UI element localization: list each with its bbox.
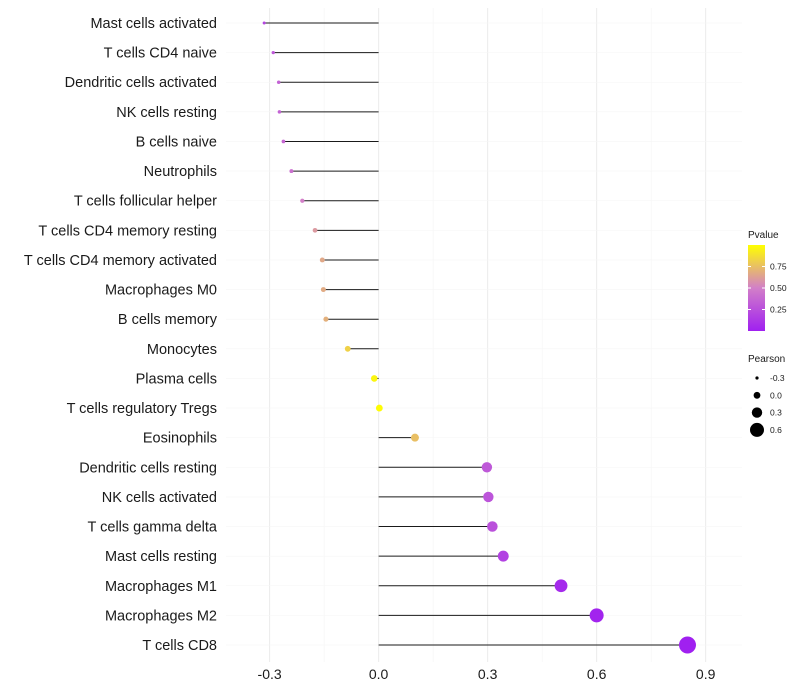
x-tick-label: 0.3 bbox=[478, 666, 498, 682]
category-label: Eosinophils bbox=[143, 431, 217, 447]
category-label: Mast cells activated bbox=[90, 16, 217, 32]
pvalue-colorbar bbox=[748, 245, 765, 331]
data-point bbox=[481, 462, 493, 473]
pearson-legend-dot bbox=[751, 407, 763, 418]
data-point bbox=[678, 636, 696, 654]
pearson-legend-dot bbox=[750, 422, 764, 437]
category-label: T cells regulatory Tregs bbox=[67, 401, 217, 417]
category-label: Dendritic cells activated bbox=[65, 75, 217, 91]
data-point bbox=[375, 404, 383, 412]
category-label: Dendritic cells resting bbox=[79, 460, 217, 476]
x-tick-label: -0.3 bbox=[258, 666, 282, 682]
pearson-legend-label: 0.6 bbox=[770, 425, 782, 435]
data-point bbox=[262, 21, 266, 25]
category-label: Mast cells resting bbox=[105, 549, 217, 565]
data-point bbox=[497, 550, 509, 562]
data-point bbox=[289, 169, 294, 174]
data-point bbox=[276, 80, 281, 84]
category-label: Monocytes bbox=[147, 342, 217, 358]
grid-lines bbox=[226, 8, 742, 662]
pearson-legend-dot bbox=[755, 376, 759, 380]
data-point bbox=[323, 316, 329, 322]
pearson-legend-label: -0.3 bbox=[770, 373, 785, 383]
pearson-legend-label: 0.0 bbox=[770, 390, 782, 400]
data-point bbox=[344, 345, 351, 352]
data-point bbox=[589, 608, 604, 623]
lollipop-stems bbox=[264, 22, 688, 646]
pearson-legend-label: 0.3 bbox=[770, 408, 782, 418]
data-point bbox=[410, 433, 419, 442]
pvalue-legend-label: 0.50 bbox=[770, 283, 787, 293]
x-tick-label: 0.9 bbox=[696, 666, 716, 682]
data-point bbox=[320, 287, 326, 293]
category-label: T cells gamma delta bbox=[88, 520, 218, 536]
pvalue-legend: Pvalue 0.75 0.50 0.25 bbox=[748, 230, 787, 331]
x-tick-label: 0.0 bbox=[369, 666, 389, 682]
category-label: Macrophages M1 bbox=[105, 579, 217, 595]
pvalue-legend-label: 0.75 bbox=[770, 262, 787, 272]
pvalue-legend-ticks: 0.75 0.50 0.25 bbox=[748, 262, 787, 315]
category-label: Neutrophils bbox=[144, 164, 217, 180]
lollipop-points bbox=[262, 21, 696, 654]
data-point bbox=[483, 491, 494, 503]
data-point bbox=[281, 139, 286, 144]
y-axis-labels: Mast cells activated T cells CD4 naive Den… bbox=[24, 16, 218, 654]
data-point bbox=[312, 227, 318, 233]
pearson-legend-keys: -0.3 0.0 0.3 0.6 bbox=[750, 373, 785, 437]
data-point bbox=[370, 375, 378, 382]
x-tick-label: 0.6 bbox=[587, 666, 607, 682]
category-label: NK cells resting bbox=[116, 105, 217, 121]
data-point bbox=[271, 50, 275, 55]
category-label: T cells CD8 bbox=[142, 638, 217, 654]
category-label: T cells CD4 memory activated bbox=[24, 253, 217, 269]
pvalue-legend-label: 0.25 bbox=[770, 305, 787, 315]
pvalue-legend-title: Pvalue bbox=[748, 230, 779, 241]
data-point bbox=[300, 198, 305, 203]
category-label: T cells CD4 memory resting bbox=[38, 223, 217, 239]
pearson-legend-dot bbox=[753, 391, 761, 399]
category-label: Macrophages M0 bbox=[105, 283, 217, 299]
category-label: T cells follicular helper bbox=[74, 194, 217, 210]
category-label: Macrophages M2 bbox=[105, 608, 217, 624]
category-label: B cells naive bbox=[136, 134, 217, 150]
category-label: Plasma cells bbox=[136, 371, 217, 387]
pearson-legend-title: Pearson bbox=[748, 354, 785, 365]
category-label: T cells CD4 naive bbox=[104, 46, 217, 62]
data-point bbox=[319, 257, 325, 263]
data-point bbox=[277, 110, 282, 114]
data-point bbox=[554, 579, 568, 593]
category-label: NK cells activated bbox=[102, 490, 217, 506]
x-axis-labels: -0.3 0.0 0.3 0.6 0.9 bbox=[258, 666, 716, 682]
category-label: B cells memory bbox=[118, 312, 218, 328]
data-point bbox=[487, 521, 498, 532]
pearson-legend: Pearson -0.3 0.0 0.3 0.6 bbox=[748, 354, 785, 437]
